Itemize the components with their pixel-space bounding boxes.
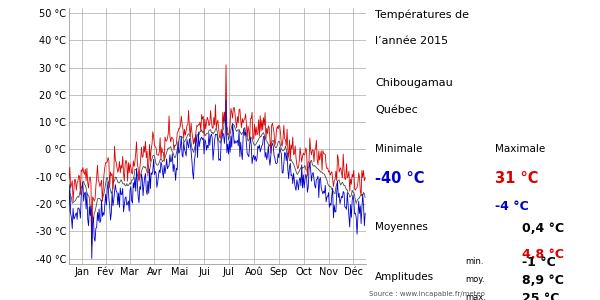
Text: 8,9 °C: 8,9 °C [522, 274, 564, 287]
Text: Moyennes: Moyennes [375, 222, 428, 232]
Text: -1 °C: -1 °C [522, 256, 556, 269]
Text: Amplitudes: Amplitudes [375, 272, 434, 281]
Text: Québec: Québec [375, 105, 418, 115]
Text: Source : www.incapable.fr/meteo: Source : www.incapable.fr/meteo [369, 291, 485, 297]
Text: Températures de: Températures de [375, 9, 469, 20]
Text: -40 °C: -40 °C [375, 171, 425, 186]
Text: moy.: moy. [465, 274, 485, 284]
Text: Maximale: Maximale [495, 144, 545, 154]
Text: l’année 2015: l’année 2015 [375, 36, 448, 46]
Text: min.: min. [465, 256, 484, 266]
Text: Minimale: Minimale [375, 144, 422, 154]
Text: -4 °C: -4 °C [495, 200, 529, 212]
Text: 0,4 °C: 0,4 °C [522, 222, 564, 235]
Text: 25 °C: 25 °C [522, 292, 559, 300]
Text: 31 °C: 31 °C [495, 171, 539, 186]
Text: 4,8 °C: 4,8 °C [522, 248, 564, 260]
Text: Chibougamau: Chibougamau [375, 78, 453, 88]
Text: max.: max. [465, 292, 486, 300]
